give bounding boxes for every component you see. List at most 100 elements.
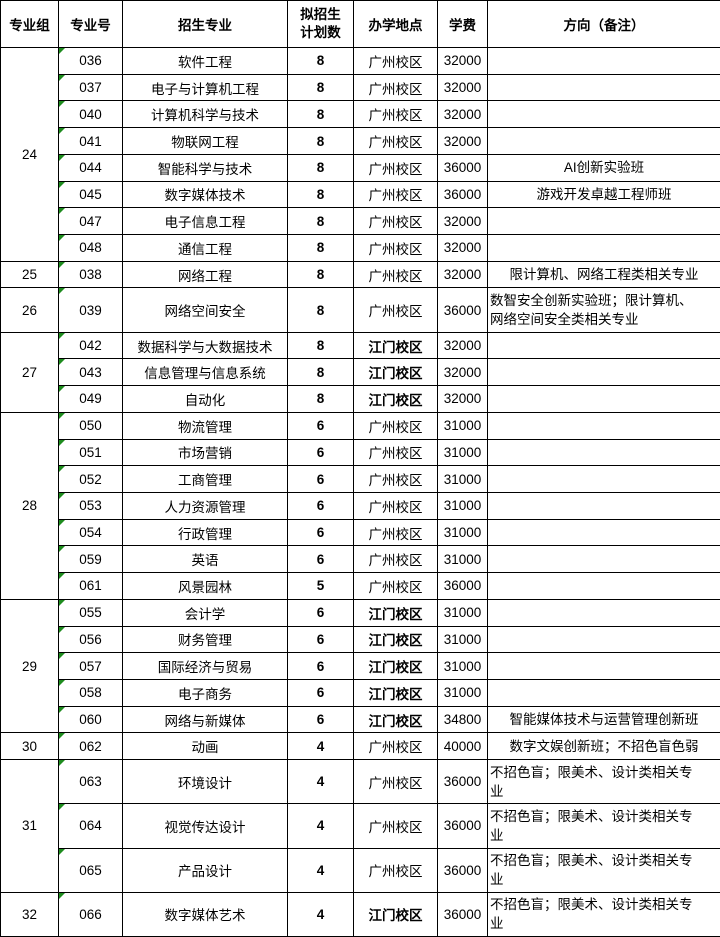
group-cell[interactable]: 30 — [0, 732, 59, 761]
major-no-cell[interactable]: 038 — [58, 260, 123, 289]
major-no-cell[interactable]: 039 — [58, 287, 123, 333]
remark-cell[interactable] — [487, 47, 720, 75]
major-cell[interactable]: 网络工程 — [122, 260, 288, 289]
major-no-cell[interactable]: 061 — [58, 572, 123, 600]
tuition-cell[interactable]: 34800 — [437, 705, 488, 734]
tuition-cell[interactable]: 31000 — [437, 545, 488, 574]
campus-cell[interactable]: 广州校区 — [353, 491, 438, 520]
column-header-group[interactable]: 专业组 — [0, 0, 59, 48]
major-no-cell[interactable]: 049 — [58, 385, 123, 413]
tuition-cell[interactable]: 31000 — [437, 438, 488, 467]
remark-cell[interactable] — [487, 438, 720, 467]
plan-cell[interactable]: 4 — [287, 891, 354, 937]
plan-cell[interactable]: 4 — [287, 759, 354, 805]
major-cell[interactable]: 国际经济与贸易 — [122, 652, 288, 680]
plan-cell[interactable]: 8 — [287, 260, 354, 289]
remark-cell[interactable] — [487, 679, 720, 707]
campus-cell[interactable]: 江门校区 — [353, 331, 438, 360]
major-cell[interactable]: 通信工程 — [122, 234, 288, 262]
tuition-cell[interactable]: 31000 — [437, 598, 488, 627]
major-cell[interactable]: 物联网工程 — [122, 127, 288, 155]
plan-cell[interactable]: 4 — [287, 732, 354, 761]
plan-cell[interactable]: 8 — [287, 127, 354, 155]
major-cell[interactable]: 动画 — [122, 732, 288, 761]
plan-cell[interactable]: 6 — [287, 545, 354, 574]
campus-cell[interactable]: 江门校区 — [353, 358, 438, 387]
remark-cell[interactable]: 不招色盲；限美术、设计类相关专业 — [487, 803, 720, 849]
group-cell[interactable]: 25 — [0, 260, 59, 289]
major-cell[interactable]: 电子与计算机工程 — [122, 73, 288, 102]
major-cell[interactable]: 工商管理 — [122, 465, 288, 493]
major-no-cell[interactable]: 043 — [58, 358, 123, 387]
plan-cell[interactable]: 4 — [287, 847, 354, 893]
major-cell[interactable]: 产品设计 — [122, 847, 288, 893]
major-no-cell[interactable]: 042 — [58, 331, 123, 360]
major-no-cell[interactable]: 048 — [58, 234, 123, 262]
remark-cell[interactable] — [487, 465, 720, 493]
major-no-cell[interactable]: 059 — [58, 545, 123, 574]
group-cell[interactable]: 27 — [0, 331, 59, 413]
remark-cell[interactable]: 限计算机、网络工程类相关专业 — [487, 260, 720, 289]
plan-cell[interactable]: 8 — [287, 73, 354, 102]
tuition-cell[interactable]: 31000 — [437, 625, 488, 654]
tuition-cell[interactable]: 31000 — [437, 491, 488, 520]
tuition-cell[interactable]: 36000 — [437, 759, 488, 805]
plan-cell[interactable]: 8 — [287, 385, 354, 413]
major-cell[interactable]: 软件工程 — [122, 47, 288, 75]
campus-cell[interactable]: 广州校区 — [353, 847, 438, 893]
remark-cell[interactable] — [487, 518, 720, 547]
major-no-cell[interactable]: 040 — [58, 100, 123, 129]
tuition-cell[interactable]: 36000 — [437, 153, 488, 182]
major-no-cell[interactable]: 057 — [58, 652, 123, 680]
plan-cell[interactable]: 6 — [287, 491, 354, 520]
campus-cell[interactable]: 广州校区 — [353, 260, 438, 289]
remark-cell[interactable] — [487, 358, 720, 387]
campus-cell[interactable]: 广州校区 — [353, 207, 438, 236]
campus-cell[interactable]: 广州校区 — [353, 759, 438, 805]
tuition-cell[interactable]: 32000 — [437, 331, 488, 360]
group-cell[interactable]: 28 — [0, 411, 59, 600]
remark-cell[interactable] — [487, 572, 720, 600]
major-cell[interactable]: 数字媒体技术 — [122, 180, 288, 209]
major-cell[interactable]: 视觉传达设计 — [122, 803, 288, 849]
remark-cell[interactable] — [487, 100, 720, 129]
major-cell[interactable]: 人力资源管理 — [122, 491, 288, 520]
major-no-cell[interactable]: 045 — [58, 180, 123, 209]
remark-cell[interactable] — [487, 491, 720, 520]
major-cell[interactable]: 网络空间安全 — [122, 287, 288, 333]
tuition-cell[interactable]: 36000 — [437, 572, 488, 600]
major-cell[interactable]: 电子信息工程 — [122, 207, 288, 236]
tuition-cell[interactable]: 32000 — [437, 47, 488, 75]
major-no-cell[interactable]: 060 — [58, 705, 123, 734]
remark-cell[interactable] — [487, 625, 720, 654]
plan-cell[interactable]: 5 — [287, 572, 354, 600]
plan-cell[interactable]: 8 — [287, 47, 354, 75]
tuition-cell[interactable]: 36000 — [437, 180, 488, 209]
major-no-cell[interactable]: 056 — [58, 625, 123, 654]
plan-cell[interactable]: 8 — [287, 358, 354, 387]
column-header-campus[interactable]: 办学地点 — [353, 0, 438, 48]
major-cell[interactable]: 计算机科学与技术 — [122, 100, 288, 129]
campus-cell[interactable]: 广州校区 — [353, 73, 438, 102]
campus-cell[interactable]: 广州校区 — [353, 411, 438, 440]
major-cell[interactable]: 智能科学与技术 — [122, 153, 288, 182]
remark-cell[interactable]: 数字文娱创新班；不招色盲色弱 — [487, 732, 720, 761]
tuition-cell[interactable]: 32000 — [437, 100, 488, 129]
remark-cell[interactable] — [487, 331, 720, 360]
tuition-cell[interactable]: 32000 — [437, 385, 488, 413]
campus-cell[interactable]: 江门校区 — [353, 705, 438, 734]
plan-cell[interactable]: 6 — [287, 411, 354, 440]
plan-cell[interactable]: 8 — [287, 207, 354, 236]
campus-cell[interactable]: 广州校区 — [353, 572, 438, 600]
campus-cell[interactable]: 广州校区 — [353, 545, 438, 574]
major-cell[interactable]: 数字媒体艺术 — [122, 891, 288, 937]
tuition-cell[interactable]: 31000 — [437, 465, 488, 493]
tuition-cell[interactable]: 36000 — [437, 287, 488, 333]
plan-cell[interactable]: 8 — [287, 234, 354, 262]
major-no-cell[interactable]: 041 — [58, 127, 123, 155]
remark-cell[interactable]: 不招色盲；限美术、设计类相关专业 — [487, 891, 720, 937]
major-cell[interactable]: 自动化 — [122, 385, 288, 413]
campus-cell[interactable]: 广州校区 — [353, 234, 438, 262]
plan-cell[interactable]: 8 — [287, 287, 354, 333]
major-no-cell[interactable]: 037 — [58, 73, 123, 102]
